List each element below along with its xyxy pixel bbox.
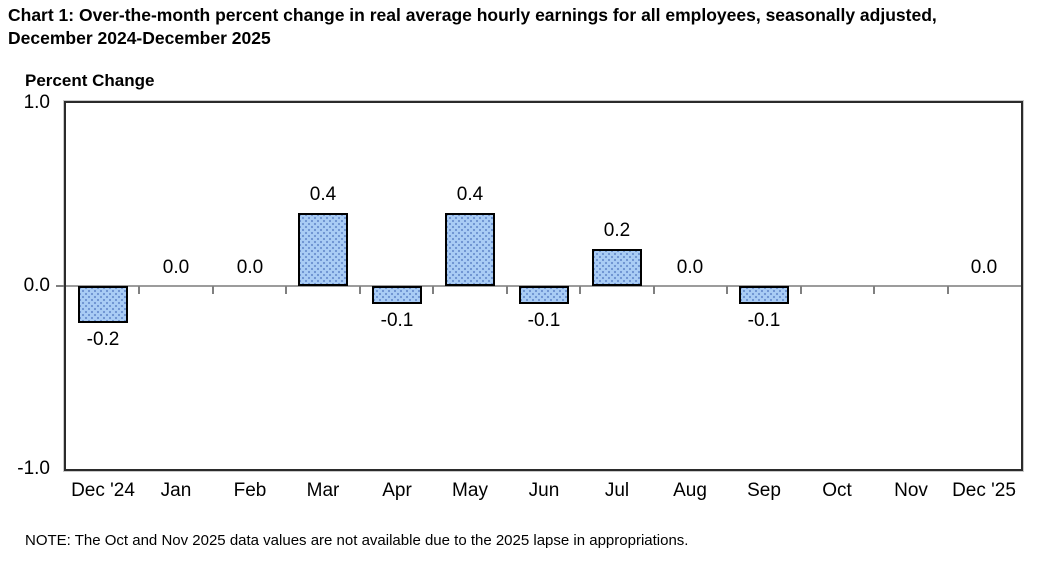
value-label-feb: 0.0 xyxy=(236,257,264,278)
bar-jul xyxy=(592,249,642,286)
x-tick-label-jun: Jun xyxy=(528,480,560,501)
x-tick-label-aug: Aug xyxy=(673,480,707,501)
x-tick-label-sep: Sep xyxy=(747,480,781,501)
x-tick-label-apr: Apr xyxy=(382,480,412,501)
bar-jun xyxy=(519,286,569,304)
y-tick-label-1-0: -1.0 xyxy=(17,458,50,479)
value-label-jul: 0.2 xyxy=(603,220,631,241)
category-boundary-tick xyxy=(947,286,949,294)
y-tick-label-1-0: 1.0 xyxy=(23,92,50,113)
x-tick-label-nov: Nov xyxy=(894,480,928,501)
x-tick-label-jul: Jul xyxy=(604,480,630,501)
value-label-apr: -0.1 xyxy=(380,310,414,331)
x-tick-label-jan: Jan xyxy=(160,480,192,501)
category-boundary-tick xyxy=(579,286,581,294)
category-boundary-tick xyxy=(873,286,875,294)
x-tick-label-mar: Mar xyxy=(306,480,340,501)
value-label-jun: -0.1 xyxy=(527,310,561,331)
bar-dec-24 xyxy=(78,286,128,323)
value-label-dec-25: 0.0 xyxy=(970,257,998,278)
x-tick-label-may: May xyxy=(452,480,488,501)
y-axis-zero-tick xyxy=(56,285,64,287)
category-boundary-tick xyxy=(138,286,140,294)
x-tick-label-feb: Feb xyxy=(233,480,267,501)
bar-apr xyxy=(372,286,422,304)
footnote: NOTE: The Oct and Nov 2025 data values a… xyxy=(25,532,689,549)
value-label-aug: 0.0 xyxy=(676,257,704,278)
y-tick-label-0-0: 0.0 xyxy=(23,275,50,296)
value-label-jan: 0.0 xyxy=(162,257,190,278)
bar-sep xyxy=(739,286,789,304)
value-label-mar: 0.4 xyxy=(309,184,337,205)
x-tick-label-dec-25: Dec '25 xyxy=(952,480,1016,501)
category-boundary-tick xyxy=(285,286,287,294)
category-boundary-tick xyxy=(359,286,361,294)
x-tick-label-dec-24: Dec '24 xyxy=(71,480,135,501)
category-boundary-tick xyxy=(800,286,802,294)
value-label-may: 0.4 xyxy=(456,184,484,205)
bar-mar xyxy=(298,213,348,286)
category-boundary-tick xyxy=(653,286,655,294)
category-boundary-tick xyxy=(506,286,508,294)
chart-title: Chart 1: Over-the-month percent change i… xyxy=(8,5,937,48)
category-boundary-tick xyxy=(432,286,434,294)
bar-may xyxy=(445,213,495,286)
category-boundary-tick xyxy=(726,286,728,294)
x-tick-label-oct: Oct xyxy=(822,480,852,501)
value-label-sep: -0.1 xyxy=(747,310,781,331)
plot-area: -0.2 0.0 0.0 0.4 -0.1 0.4 -0.1 0.2 0.0 -0.1 0.0 xyxy=(64,101,1023,471)
category-boundary-tick xyxy=(212,286,214,294)
value-label-dec-24: -0.2 xyxy=(86,329,120,350)
y-axis-title: Percent Change xyxy=(25,71,155,90)
